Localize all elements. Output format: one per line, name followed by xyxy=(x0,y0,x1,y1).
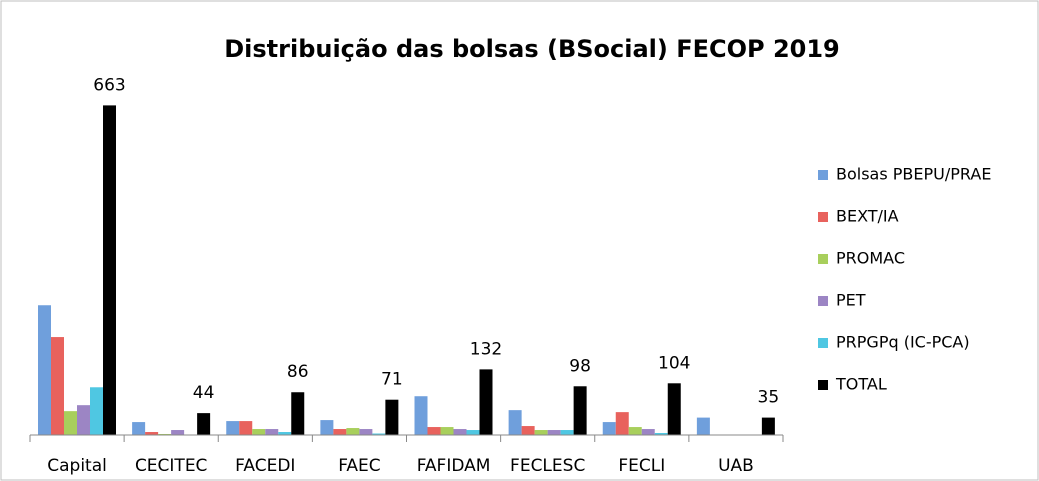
legend-label: PROMAC xyxy=(836,249,905,268)
bar xyxy=(654,433,668,435)
bar xyxy=(226,421,240,435)
bar xyxy=(77,405,90,435)
data-label: 104 xyxy=(658,353,690,373)
bar xyxy=(479,369,493,435)
bar xyxy=(103,105,116,435)
legend-label: PRPGPq (IC-PCA) xyxy=(836,333,970,352)
bar xyxy=(521,426,535,435)
bar xyxy=(291,392,305,435)
bar xyxy=(145,432,159,435)
bar xyxy=(615,412,629,435)
bar xyxy=(64,411,77,435)
bar xyxy=(573,386,587,435)
bar xyxy=(320,420,334,435)
x-tick-label: FECLI xyxy=(618,456,665,476)
bar xyxy=(534,430,548,435)
x-tick-label: UAB xyxy=(718,456,754,476)
bar xyxy=(385,399,399,435)
bar xyxy=(466,430,480,435)
x-tick-label: FECLESC xyxy=(510,456,585,476)
bar xyxy=(641,429,655,435)
data-label: 86 xyxy=(287,362,309,382)
bar xyxy=(132,422,146,435)
bar xyxy=(560,430,574,435)
legend-label: BEXT/IA xyxy=(836,207,899,226)
bar xyxy=(414,396,428,435)
data-label: 132 xyxy=(470,339,502,359)
bar xyxy=(602,422,616,435)
legend-swatch xyxy=(818,254,828,264)
x-tick-label: Capital xyxy=(47,456,107,476)
legend-swatch xyxy=(818,338,828,348)
bar xyxy=(252,429,266,435)
legend-swatch xyxy=(818,212,828,222)
bar xyxy=(239,421,253,435)
legend-label: PET xyxy=(836,291,866,310)
bar xyxy=(38,305,51,435)
chart-title: Distribuição das bolsas (BSocial) FECOP … xyxy=(224,35,840,63)
bar xyxy=(359,429,373,435)
bar xyxy=(508,410,522,435)
bar xyxy=(453,429,467,435)
bar xyxy=(372,433,386,435)
bar xyxy=(51,337,64,435)
bar xyxy=(547,430,561,435)
bar xyxy=(278,432,292,435)
bar xyxy=(265,429,279,435)
bar xyxy=(761,417,775,435)
data-label: 71 xyxy=(381,370,403,390)
x-tick-label: FAFIDAM xyxy=(417,456,491,476)
data-label: 35 xyxy=(758,388,780,408)
bar xyxy=(667,383,681,435)
bar xyxy=(197,413,211,435)
bar xyxy=(696,417,710,435)
bar xyxy=(90,387,103,435)
legend-label: Bolsas PBEPU/PRAE xyxy=(836,165,991,184)
legend-label: TOTAL xyxy=(835,375,887,394)
data-label: 663 xyxy=(93,75,125,95)
bar xyxy=(440,427,454,435)
legend-swatch xyxy=(818,296,828,306)
bar xyxy=(171,430,185,435)
x-tick-label: CECITEC xyxy=(135,456,208,476)
x-tick-label: FAEC xyxy=(338,456,380,476)
bar xyxy=(427,427,441,435)
x-tick-label: FACEDI xyxy=(235,456,295,476)
legend-swatch xyxy=(818,380,828,390)
legend-swatch xyxy=(818,170,828,180)
bar xyxy=(333,429,347,435)
bar xyxy=(346,428,360,435)
data-label: 44 xyxy=(193,383,215,403)
data-label: 98 xyxy=(569,356,591,376)
bar xyxy=(628,427,642,435)
